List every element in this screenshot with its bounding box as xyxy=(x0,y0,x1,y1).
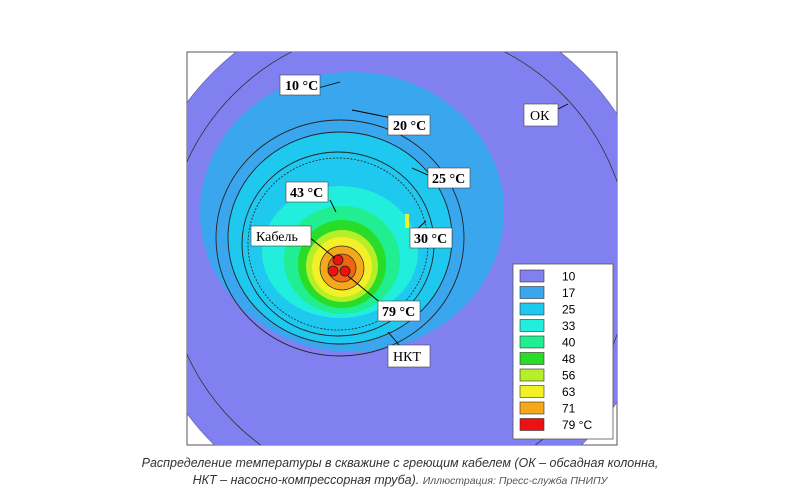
label-30-text: 30 °C xyxy=(414,232,447,247)
caption-line-2-text: НКТ – насосно-компрессорная труба). xyxy=(192,473,420,487)
legend-label-7: 63 xyxy=(562,385,576,399)
marker-strip xyxy=(405,214,409,228)
caption-credit: Иллюстрация: Пресс-служба ПНИПУ xyxy=(422,475,608,487)
figure-caption: Распределение температуры в скважине с г… xyxy=(0,455,800,490)
label-79-text: 79 °C xyxy=(382,305,415,320)
label-cable-text: Кабель xyxy=(256,230,298,245)
label-43-text: 43 °C xyxy=(290,186,323,201)
legend-swatch-5 xyxy=(519,352,545,365)
legend-label-4: 40 xyxy=(562,336,576,350)
leader-10 xyxy=(317,81,341,89)
label-43: 43 °C xyxy=(285,181,329,203)
leader-79 xyxy=(347,275,383,305)
label-nkt-text: НКТ xyxy=(393,350,421,365)
label-10-text: 10 °C xyxy=(285,79,318,94)
legend-swatch-8 xyxy=(519,401,545,415)
leader-43 xyxy=(329,199,337,213)
cable-core-2 xyxy=(327,265,339,277)
caption-line-2: НКТ – насосно-компрессорная труба). Иллю… xyxy=(0,472,800,490)
legend-label-9: 79 °C xyxy=(562,418,592,432)
label-nkt: НКТ xyxy=(387,344,431,368)
legend-label-1: 17 xyxy=(562,286,576,300)
label-ok-text: ОК xyxy=(530,109,550,124)
legend-label-8: 71 xyxy=(562,402,576,416)
leader-20 xyxy=(351,109,393,119)
cable-core-3 xyxy=(339,265,351,277)
leader-25 xyxy=(411,167,431,177)
label-10: 10 °C xyxy=(279,74,321,96)
label-cable: Кабель xyxy=(250,225,312,247)
cable-core-1 xyxy=(332,254,344,266)
leader-cable xyxy=(308,236,336,259)
legend-swatch-0 xyxy=(519,269,545,283)
legend-label-0: 10 xyxy=(562,270,576,284)
caption-line-1: Распределение температуры в скважине с г… xyxy=(141,456,659,470)
legend-swatch-1 xyxy=(519,286,545,299)
color-legend: 10 17 25 33 40 48 56 63 71 79 °C xyxy=(512,263,614,440)
label-25: 25 °C xyxy=(427,167,471,189)
isotherm-20 xyxy=(215,119,465,357)
cable-outline xyxy=(319,245,365,291)
label-79: 79 °C xyxy=(377,300,421,322)
label-30: 30 °C xyxy=(409,227,453,249)
legend-swatch-2 xyxy=(519,302,545,316)
legend-label-6: 56 xyxy=(562,369,576,383)
label-25-text: 25 °C xyxy=(432,172,465,187)
label-20: 20 °C xyxy=(387,114,431,136)
label-20-text: 20 °C xyxy=(393,119,426,134)
legend-label-5: 48 xyxy=(562,352,576,366)
legend-swatch-3 xyxy=(519,319,545,332)
legend-label-2: 25 xyxy=(562,303,576,317)
legend-swatch-6 xyxy=(519,368,545,382)
legend-label-3: 33 xyxy=(562,319,576,333)
legend-swatch-4 xyxy=(519,335,545,349)
leader-nkt xyxy=(387,331,401,347)
legend-swatch-9 xyxy=(519,418,545,431)
label-ok: ОК xyxy=(523,103,559,127)
legend-swatch-7 xyxy=(519,385,545,398)
